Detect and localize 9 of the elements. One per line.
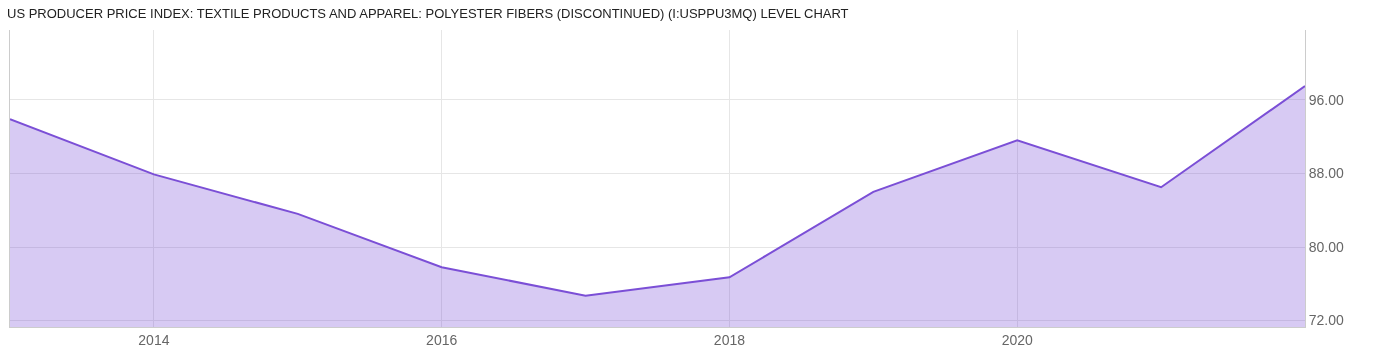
x-tick-label: 2018 <box>713 331 746 348</box>
chart-title: US PRODUCER PRICE INDEX: TEXTILE PRODUCTS AND APPAREL: POLYESTER FIBERS (DISCONTINUED) (I:USPPU3MQ) LEVEL CHART <box>7 6 849 22</box>
y-tick-label: 80.00 <box>1308 238 1345 255</box>
x-tick-label: 2020 <box>1001 331 1033 348</box>
x-tick-label: 2014 <box>138 331 170 348</box>
y-tick-label: 88.00 <box>1308 165 1345 182</box>
y-tick-label: 72.00 <box>1308 312 1345 329</box>
y-tick-label: 96.00 <box>1308 91 1345 108</box>
x-tick-label: 2016 <box>426 331 458 348</box>
